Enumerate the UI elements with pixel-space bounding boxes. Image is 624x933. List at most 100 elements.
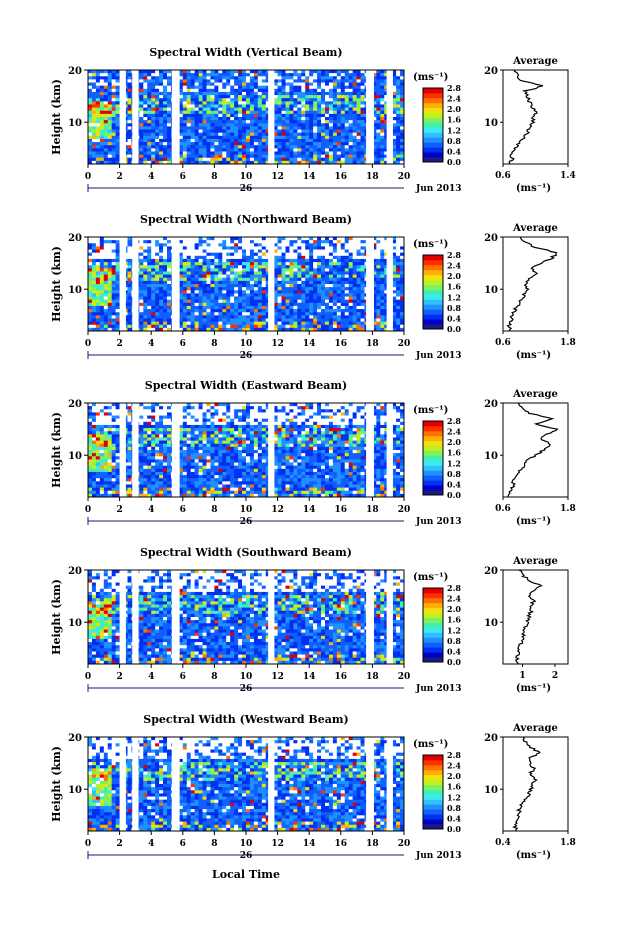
heatmap-cell (167, 253, 171, 256)
heatmap-cell (317, 117, 321, 120)
heatmap-cell (353, 256, 357, 259)
heatmap-cell (218, 312, 222, 315)
heatmap-cell (234, 256, 238, 259)
heatmap-cell (108, 130, 112, 133)
heatmap-cell (254, 322, 258, 325)
heatmap-cell (234, 271, 238, 274)
heatmap-cell (226, 101, 230, 104)
heatmap-cell (262, 250, 266, 253)
heatmap-cell (222, 290, 226, 293)
heatmap-cell (258, 265, 262, 268)
heatmap-cell (234, 104, 238, 107)
heatmap-cell (305, 306, 309, 309)
heatmap-cell (262, 246, 266, 249)
heatmap-cell (321, 95, 325, 98)
heatmap-cell (238, 293, 242, 296)
heatmap-cell (321, 315, 325, 318)
heatmap-cell (143, 148, 147, 151)
heatmap-cell (234, 123, 238, 126)
heatmap-cell (254, 250, 258, 253)
heatmap-cell (353, 73, 357, 76)
heatmap-cell (333, 300, 337, 303)
heatmap-cell (309, 287, 313, 290)
heatmap-cell (187, 312, 191, 315)
heatmap-cell (88, 145, 92, 148)
heatmap-cell (155, 151, 159, 154)
heatmap-cell (258, 256, 262, 259)
heatmap-cell (92, 246, 96, 249)
heatmap-cell (222, 70, 226, 73)
heatmap-cell (234, 89, 238, 92)
heatmap-cell (357, 117, 361, 120)
heatmap-cell (116, 123, 120, 126)
heatmap-cell (301, 123, 305, 126)
heatmap-cell (112, 300, 116, 303)
heatmap-cell (278, 309, 282, 312)
data-gap (132, 70, 138, 164)
heatmap-cell (289, 108, 293, 111)
heatmap-cell (100, 259, 104, 262)
heatmap-cell (246, 293, 250, 296)
heatmap-cell (278, 265, 282, 268)
colorbar-swatch (423, 137, 443, 142)
heatmap-cell (167, 315, 171, 318)
heatmap-cell (282, 243, 286, 246)
heatmap-cell (289, 306, 293, 309)
heatmap-cell (293, 297, 297, 300)
heatmap-cell (100, 123, 104, 126)
heatmap-cell (297, 300, 301, 303)
heatmap-cell (349, 120, 353, 123)
heatmap-cell (250, 79, 254, 82)
heatmap-cell (187, 139, 191, 142)
heatmap-cell (250, 158, 254, 161)
heatmap-cell (159, 268, 163, 271)
heatmap-cell (214, 108, 218, 111)
heatmap-cell (297, 155, 301, 158)
colorbar-swatch (423, 280, 443, 285)
heatmap-cell (199, 306, 203, 309)
heatmap-cell (380, 325, 384, 328)
heatmap-cell (376, 117, 380, 120)
heatmap-cell (218, 240, 222, 243)
heatmap-cell (96, 262, 100, 265)
heatmap-cell (112, 89, 116, 92)
heatmap-cell (254, 246, 258, 249)
heatmap-cell (151, 318, 155, 321)
heatmap-cell (151, 155, 155, 158)
heatmap-cell (345, 139, 349, 142)
heatmap-cell (254, 133, 258, 136)
heatmap-cell (108, 79, 112, 82)
heatmap-cell (396, 293, 400, 296)
heatmap-cell (246, 271, 250, 274)
heatmap-cell (293, 111, 297, 114)
heatmap-cell (159, 237, 163, 240)
heatmap-cell (207, 287, 211, 290)
heatmap-cell (92, 155, 96, 158)
heatmap-cell (147, 73, 151, 76)
heatmap-cell (293, 126, 297, 129)
heatmap-cell (88, 325, 92, 328)
heatmap-cell (353, 309, 357, 312)
heatmap-cell (341, 271, 345, 274)
heatmap-cell (199, 243, 203, 246)
heatmap-cell (333, 306, 337, 309)
heatmap-cell (333, 325, 337, 328)
heatmap-cell (289, 322, 293, 325)
heatmap-cell (349, 133, 353, 136)
heatmap-cell (92, 271, 96, 274)
heatmap-cell (250, 300, 254, 303)
heatmap-cell (345, 155, 349, 158)
panel-2: Spectral Width (Eastward Beam)1020Height… (50, 379, 576, 527)
heatmap-cell (108, 268, 112, 271)
heatmap-cell (357, 151, 361, 154)
heatmap-cell (163, 73, 167, 76)
heatmap-cell (250, 86, 254, 89)
heatmap-cell (210, 83, 214, 86)
heatmap-cell (207, 95, 211, 98)
heatmap-cell (128, 70, 132, 73)
heatmap-cell (357, 148, 361, 151)
heatmap-cell (226, 293, 230, 296)
heatmap-cell (353, 95, 357, 98)
heatmap-cell (262, 325, 266, 328)
heatmap-cell (242, 98, 246, 101)
